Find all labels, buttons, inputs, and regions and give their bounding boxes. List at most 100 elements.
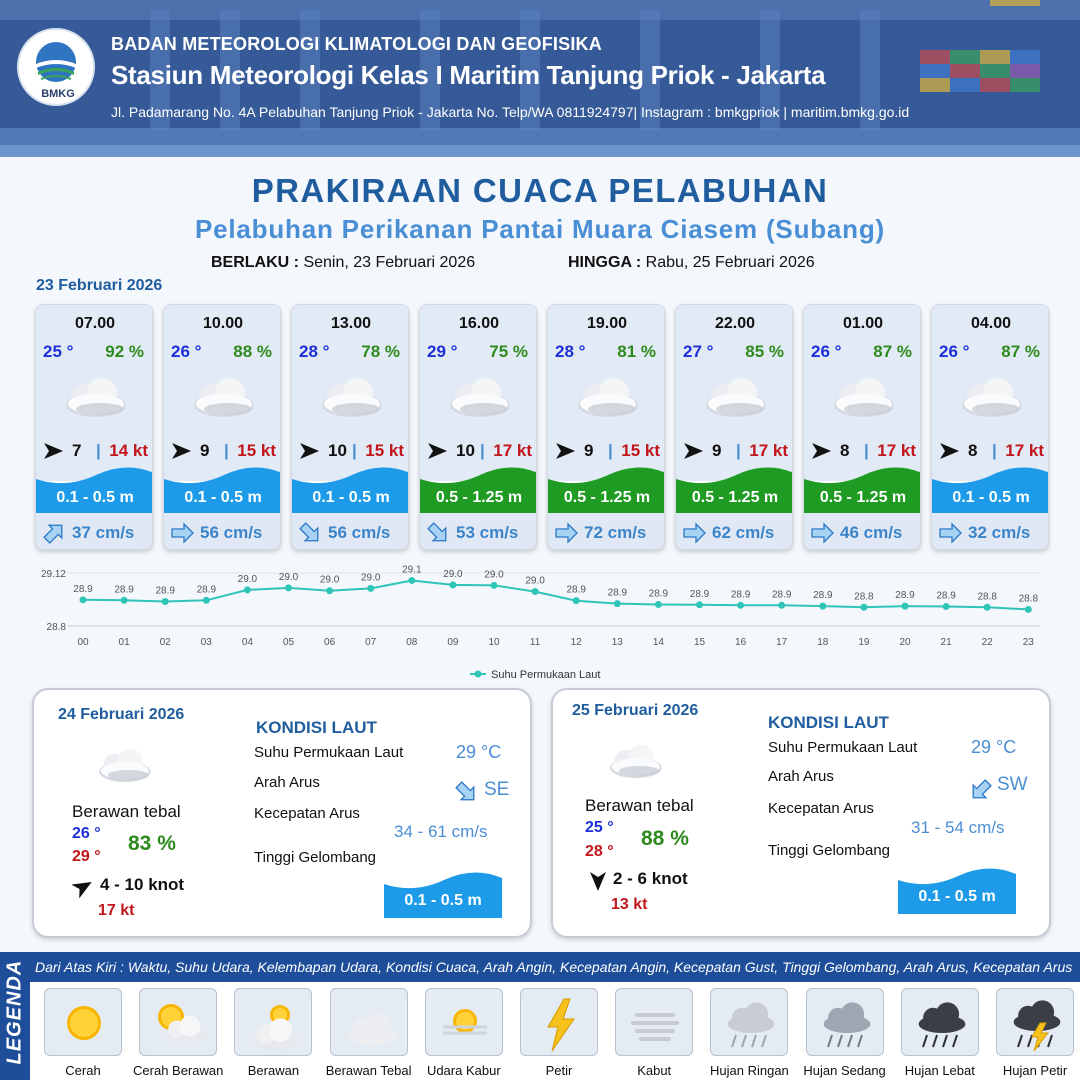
data-point	[285, 584, 292, 592]
day-temp-max: 29 °	[72, 848, 101, 865]
card-time: 13.00	[330, 315, 372, 332]
day-wind-speed: 4 - 10 knot	[100, 875, 185, 894]
data-label: 28.9	[114, 584, 134, 595]
data-label: 28.9	[813, 590, 833, 601]
data-point	[819, 602, 827, 610]
current-arrow-icon	[427, 522, 447, 542]
card-temperature: 28 °	[555, 342, 586, 361]
current-speed: 62 cm/s	[712, 523, 775, 542]
card-time: 04.00	[970, 315, 1012, 332]
legend-item-label: Berawan	[247, 1063, 300, 1078]
current-direction	[170, 521, 194, 545]
card-weather-icon	[444, 373, 514, 419]
current-direction	[42, 521, 66, 545]
wave-icon	[548, 467, 664, 513]
sea-condition-title: KONDISI LAUT	[768, 713, 889, 732]
wave-label: Tinggi Gelombang	[254, 849, 377, 866]
forecast-card: 07.00 25 ° 92 % 7 | 14 kt 0.1 - 0.5 m 37…	[35, 304, 153, 550]
wind-gust: 15 kt	[621, 441, 660, 460]
station-address: Jl. Padamarang No. 4A Pelabuhan Tanjung …	[111, 104, 910, 120]
wind-speed: 7	[72, 441, 82, 460]
legend-item-label: Kabut	[637, 1063, 672, 1078]
current-speed: 56 cm/s	[328, 523, 391, 542]
wind-gust: 15 kt	[365, 441, 404, 460]
sst-value: 29 °C	[456, 742, 502, 762]
bmkg-logo-icon	[36, 42, 76, 82]
current-arrow-icon	[939, 522, 962, 544]
card-humidity: 85 %	[745, 342, 784, 361]
data-label: 29.0	[484, 569, 504, 580]
legend-item	[710, 988, 789, 1056]
day-date: 25 Februari 2026	[572, 702, 699, 719]
card-time: 19.00	[586, 315, 628, 332]
day-wind-direction	[71, 876, 96, 900]
wind-gust: 17 kt	[1005, 441, 1044, 460]
wind-arrow-icon	[684, 443, 703, 459]
wind-gust: 14 kt	[109, 441, 148, 460]
current-arrow-icon	[683, 522, 706, 544]
wave-height: 0.1 - 0.5 m	[184, 489, 262, 506]
wind-direction	[682, 440, 704, 462]
wind-arrow-icon	[556, 443, 575, 459]
day-panel: 24 Februari 2026 Berawan tebal 26 ° 29 °…	[32, 688, 532, 938]
data-point	[408, 576, 416, 584]
x-tick-label: 12	[571, 637, 583, 648]
wave-icon	[898, 868, 1016, 914]
day-wind-gust: 17 kt	[98, 902, 135, 919]
day-condition: Berawan tebal	[585, 796, 694, 815]
card-wind: 10 | 17 kt	[424, 440, 536, 462]
wave-height: 0.5 - 1.25 m	[819, 489, 907, 506]
legend-item-label: Hujan Petir	[1002, 1063, 1068, 1078]
wave-icon	[164, 467, 280, 513]
card-weather-icon	[188, 373, 258, 419]
legend-item-label: Udara Kabur	[426, 1063, 501, 1078]
current-arrow-icon	[43, 524, 63, 544]
x-tick-label: 13	[612, 637, 624, 648]
card-temperature: 26 °	[811, 342, 842, 361]
legend-item	[805, 988, 884, 1056]
x-tick-label: 08	[406, 637, 418, 648]
data-point	[161, 597, 169, 605]
card-wind: 8 | 17 kt	[808, 440, 920, 462]
x-tick-label: 02	[160, 637, 172, 648]
wave-height: 0.5 - 1.25 m	[691, 489, 779, 506]
wind-separator: |	[864, 441, 869, 460]
sst-chart: 29.12 28.8 28.9 00 28.9 01 28.9 02 28.9 03 29.0 04 2…	[0, 560, 1080, 685]
data-point	[901, 602, 909, 610]
cloud-sun-icon	[251, 1005, 299, 1049]
data-point	[778, 601, 786, 609]
current-arrow-icon	[171, 522, 194, 544]
x-tick-label: 03	[201, 637, 213, 648]
x-tick-label: 15	[694, 637, 706, 648]
cloud-icon	[962, 378, 1022, 417]
day-wind-direction	[587, 870, 611, 894]
card-current: 56 cm/s	[292, 513, 408, 549]
data-point	[696, 601, 703, 609]
day-wave-shape	[384, 866, 502, 918]
wave-label: Tinggi Gelombang	[768, 842, 891, 859]
wind-direction	[42, 440, 64, 462]
wind-direction	[938, 440, 960, 462]
series-line	[82, 579, 1029, 611]
data-point	[367, 584, 375, 592]
legend-item-label: Berawan Tebal	[325, 1063, 412, 1078]
legend-item-label: Hujan Sedang	[803, 1063, 886, 1078]
wave-shape	[932, 461, 1048, 513]
wind-direction	[170, 440, 192, 462]
haze-icon	[442, 1009, 487, 1035]
legend-item	[424, 988, 503, 1056]
legend-header	[30, 952, 1080, 982]
x-tick-label: 07	[365, 637, 377, 648]
day-weather-icon	[94, 742, 154, 786]
x-tick-label: 17	[776, 637, 788, 648]
x-tick-label: 23	[1023, 637, 1035, 648]
card-temperature: 25 °	[43, 342, 74, 361]
legend-item	[996, 988, 1074, 1056]
current-speed: 46 cm/s	[840, 523, 903, 542]
forecast-card: 01.00 26 ° 87 % 8 | 17 kt 0.5 - 1.25 m 4…	[803, 304, 921, 550]
x-tick-label: 10	[488, 637, 500, 648]
wave-shape	[804, 461, 920, 513]
data-label: 28.9	[73, 584, 93, 595]
card-wind: 10 | 15 kt	[296, 440, 408, 462]
legend-title: LEGENDA	[3, 959, 26, 1065]
